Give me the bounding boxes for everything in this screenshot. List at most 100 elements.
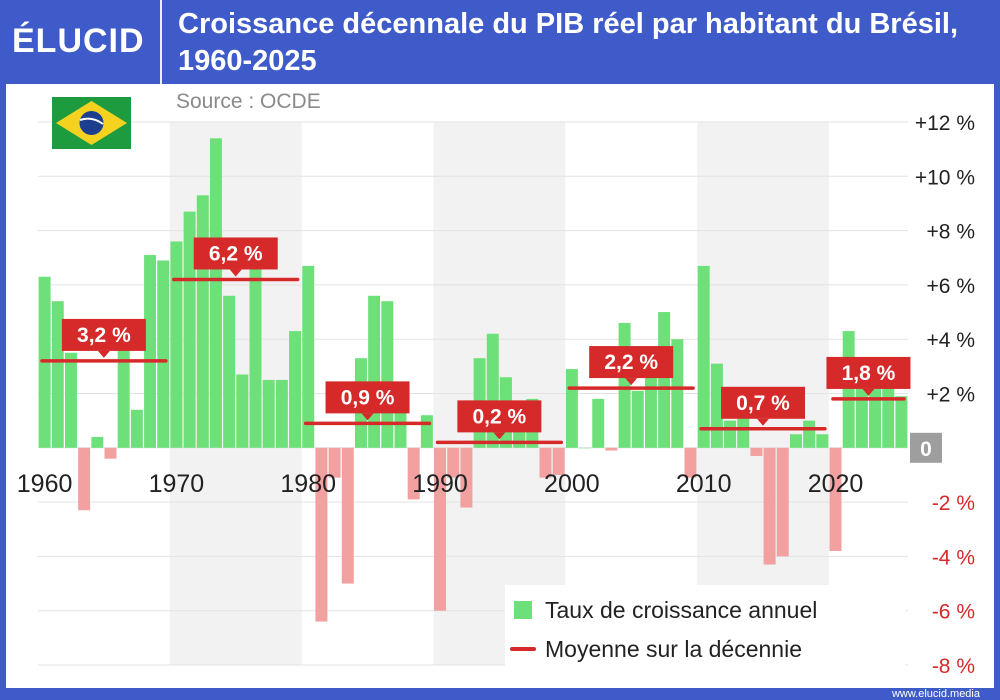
decade-average-label-pointer: [229, 269, 242, 277]
y-tick-label: +12 %: [915, 112, 975, 135]
bar-2009: [684, 447, 697, 478]
decade-average-label-box: [457, 400, 542, 433]
x-tick-label: 1960: [17, 470, 73, 498]
bar-1971: [183, 211, 196, 448]
bar-2013: [737, 390, 750, 448]
decade-average-label-pointer: [493, 432, 506, 440]
bar-2000: [565, 369, 578, 448]
bar-2003: [605, 447, 618, 451]
bar-2023: [869, 382, 882, 448]
bar-1981: [315, 447, 328, 622]
decade-average-label-box: [589, 346, 674, 379]
bar-2011: [710, 363, 723, 448]
bar-1999: [552, 447, 565, 475]
bar-1991: [447, 447, 460, 478]
bar-2025: [895, 396, 908, 448]
bar-2015: [763, 447, 776, 565]
bar-1983: [341, 447, 354, 584]
bar-1978: [275, 379, 288, 448]
x-tick-label: 1990: [412, 470, 468, 498]
brazil-flag-icon: [52, 97, 131, 149]
bar-1989: [420, 415, 433, 448]
x-tick-label: 1970: [149, 470, 205, 498]
x-tick-label: 2000: [544, 470, 600, 498]
bar-1975: [236, 374, 249, 448]
x-tick-label: 1980: [280, 470, 336, 498]
decade-average-label-box: [193, 237, 278, 270]
bar-1964: [91, 436, 104, 448]
decade-average-label-box: [61, 318, 146, 351]
bar-1979: [289, 331, 302, 448]
y-tick-label: -4 %: [932, 546, 975, 569]
bar-1967: [130, 409, 143, 448]
bar-1974: [223, 295, 236, 448]
decade-average-label-pointer: [625, 378, 638, 386]
bar-2018: [803, 420, 816, 448]
bar-2021: [842, 331, 855, 448]
x-tick-label: 2010: [676, 470, 732, 498]
bar-1985: [368, 295, 381, 448]
decade-average-label-box: [721, 386, 805, 419]
bar-2014: [750, 447, 763, 456]
y-tick-label: +4 %: [927, 329, 975, 352]
elucid-logo: ÉLUCID: [12, 22, 145, 60]
bar-1988: [407, 447, 420, 500]
bar-1998: [539, 447, 552, 478]
y-tick-label: 0: [920, 438, 932, 461]
decade-average-label-box: [325, 381, 410, 414]
legend-box: [505, 585, 905, 675]
decade-average-label: 3,2 %: [77, 324, 131, 347]
bar-1982: [328, 447, 341, 478]
bar-2007: [658, 312, 671, 448]
y-tick-label: -6 %: [932, 601, 975, 624]
logo-divider: [160, 0, 162, 84]
decade-average-label-pointer: [757, 418, 769, 426]
bar-1963: [78, 447, 91, 511]
bar-2016: [776, 447, 789, 557]
x-tick-label: 2020: [808, 470, 864, 498]
decade-average-label-pointer: [97, 350, 110, 358]
footer-url: www.elucid.media: [891, 688, 980, 700]
bar-2001: [579, 447, 592, 449]
bar-2022: [855, 385, 868, 448]
bar-1973: [209, 138, 222, 448]
decade-average-label-box: [826, 356, 911, 389]
bar-2002: [592, 398, 605, 448]
y-tick-label: +10 %: [915, 166, 975, 189]
bar-1996: [513, 428, 526, 448]
bar-2005: [631, 390, 644, 448]
decade-average-label-pointer: [361, 413, 374, 421]
bar-2008: [671, 339, 684, 448]
bar-1962: [64, 352, 77, 448]
bar-2020: [829, 447, 842, 551]
zero-tick-box: [910, 432, 942, 463]
bar-1986: [381, 301, 394, 448]
header-bar: ÉLUCID Croissance décennale du PIB réel …: [0, 0, 1000, 84]
bar-2006: [644, 363, 657, 448]
decade-average-label: 0,2 %: [473, 405, 527, 428]
y-tick-label: +2 %: [927, 384, 975, 407]
bar-1965: [104, 447, 117, 459]
decade-average-label: 0,7 %: [736, 392, 790, 415]
bar-1970: [170, 241, 183, 448]
source-note: Source : OCDE: [176, 90, 321, 113]
decade-average-label: 0,9 %: [341, 386, 395, 409]
decade-average-label-pointer: [862, 388, 875, 396]
bar-2010: [697, 265, 710, 448]
decade-average-label: 6,2 %: [209, 242, 263, 265]
bar-1968: [144, 255, 157, 448]
decade-average-label: 1,8 %: [842, 362, 896, 385]
bar-1977: [262, 379, 275, 448]
bar-2004: [618, 322, 631, 448]
bar-1990: [434, 447, 447, 611]
bar-2019: [816, 434, 829, 448]
legend-swatch-bar: [514, 601, 532, 619]
bar-2024: [882, 366, 895, 448]
bar-1961: [51, 301, 64, 448]
bar-1992: [460, 447, 473, 508]
y-tick-label: -8 %: [932, 655, 975, 678]
y-tick-label: -2 %: [932, 492, 975, 515]
y-tick-label: +6 %: [927, 275, 975, 298]
